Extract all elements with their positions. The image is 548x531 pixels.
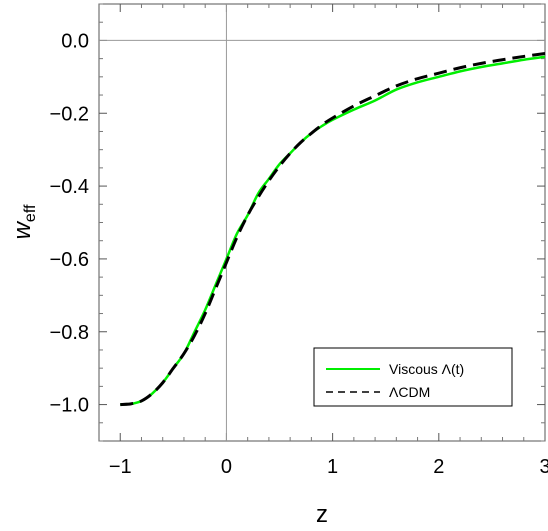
legend-label-viscous: Viscous Λ(t) (389, 361, 464, 377)
x-tick-label: −1 (109, 456, 132, 478)
tick-labels: −1 0 1 2 3 0.0 −0.2 −0.4 −0.6 −0.8 −1.0 (50, 30, 548, 478)
reference-lines (99, 4, 545, 441)
series-line-lcdm (120, 52, 546, 407)
x-tick-label: 3 (539, 456, 548, 478)
x-tick-label: 1 (327, 456, 338, 478)
y-tick-label: −0.4 (50, 176, 89, 198)
legend: Viscous Λ(t) ΛCDM (313, 347, 513, 407)
y-axis-label: weff (9, 204, 39, 239)
svg-text:weff: weff (9, 204, 39, 239)
x-axis-label: z (316, 501, 328, 528)
x-tick-label: 0 (221, 456, 232, 478)
y-tick-label: 0.0 (61, 30, 89, 52)
y-axis-label-subscript: eff (22, 204, 39, 222)
x-tick-label: 2 (433, 456, 444, 478)
y-tick-label: −1.0 (50, 395, 89, 417)
legend-box (313, 347, 513, 407)
series-group (120, 52, 546, 407)
y-tick-label: −0.6 (50, 249, 89, 271)
y-tick-label: −0.2 (50, 103, 89, 125)
y-tick-label: −0.8 (50, 322, 89, 344)
y-axis-label-main: w (9, 220, 36, 239)
legend-label-lcdm: ΛCDM (389, 384, 430, 400)
